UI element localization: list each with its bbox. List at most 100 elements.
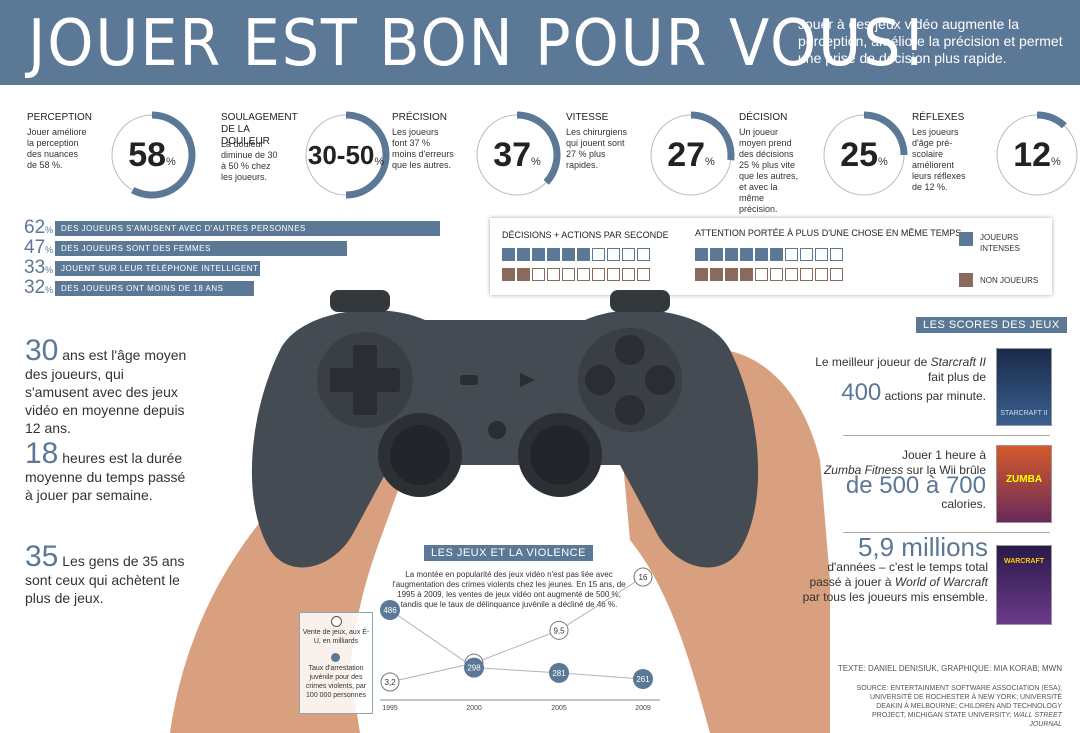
stat-text-4: Un joueur moyen prend des décisions 25 %… [739,127,799,214]
legend-intense-swatch [959,232,973,246]
stat-ring-5 [996,111,1078,196]
square-7 [607,268,620,281]
stat-unit-3: % [705,156,715,168]
dpad-horizontal [330,368,400,392]
shoulder-right [610,290,670,312]
face-button-top [615,335,645,365]
score1-game: Starcraft II [930,355,986,369]
stat-unit-1: % [374,156,385,168]
square-0 [695,248,708,261]
left-fact-text-0: ans est l'âge moyen des joueurs, qui s'a… [25,347,187,436]
credits-line2: SOURCE: ENTERTAINMENT SOFTWARE ASSOCIATI… [850,684,1062,729]
sales-point-0 [380,672,400,692]
arrest-line [389,609,644,680]
credits-line1: TEXTE: DANIEL DENISIUK, GRAPHIQUE: MIA K… [837,664,1062,673]
square-5 [770,248,783,261]
square-3 [547,268,560,281]
x-tick-2: 2005 [551,705,567,712]
page-subtitle: Jouer à des jeux vidéo augmente la perce… [798,16,1063,66]
header-banner: JOUER EST BON POUR VOUS! Jouer à des jeu… [0,0,1080,85]
arrest-label-1: 298 [467,664,481,673]
score2-game: Zumba Fitness [823,463,904,477]
stat-ring-2 [476,111,561,196]
x-tick-1: 2000 [466,705,482,712]
square-1 [517,268,530,281]
stat-ring-1 [305,111,390,199]
analog-button [488,421,506,439]
square-8 [622,268,635,281]
score1-pre: Le meilleur joueur de [815,355,928,369]
square-0 [695,268,708,281]
ring-arc-1 [345,111,390,199]
square-5 [577,248,590,261]
starcraft-cover-title: STARCRAFT II [1000,410,1048,417]
legend-non-label: NON JOUEURS [980,276,1039,285]
sales-label-3: 16 [639,573,648,582]
arrest-label-3: 261 [636,675,650,684]
sales-label-0: 3,2 [384,678,396,687]
sales-point-2 [549,620,569,640]
ring-arc-2 [516,111,561,185]
legend-arrest-marker [331,653,340,662]
legend-intense-label: JOUEURS INTENSES [980,233,1021,253]
square-5 [770,268,783,281]
stat-text-3: Les chirurgiens qui jouent sont 27 % plu… [566,127,628,170]
select-button [460,375,478,385]
start-button [520,373,535,387]
stat-number-0: 58 [128,135,167,174]
bar-pct-unit-1: % [45,245,54,255]
sales-label-2: 9,5 [553,626,565,635]
square-6 [785,268,798,281]
score2-num: de 500 à 700 [845,472,986,499]
comparison-box: DÉCISIONS + ACTIONS PAR SECONDE ATTENTIO… [490,218,1052,295]
zumba-cover: ZUMBA [996,445,1052,523]
arrest-point-3 [633,669,653,689]
left-fact-num-0: 30 [25,334,59,367]
bar-pct-0: 62% [24,218,53,240]
square-3 [547,248,560,261]
stat-value-5: 12% [992,110,1080,200]
stat-number-4: 25 [840,135,879,174]
stat-unit-2: % [531,156,541,168]
face-button-bottom [615,395,645,425]
square-3 [740,248,753,261]
left-fact-1: 18 heures est la durée moyenne du temps … [25,437,190,504]
bar-pct-3: 32% [24,278,53,300]
score-item-3: 5,9 millions d'années – c'est le temps t… [800,534,988,605]
stat-head-2: PRÉCISION [392,112,448,123]
arrest-label-2: 281 [552,669,566,678]
ring-arc-4 [863,111,908,156]
bar-0: DES JOUEURS S'AMUSENT AVEC D'AUTRES PERS… [55,221,440,236]
stat-head-4: DÉCISION [739,112,788,123]
square-4 [755,248,768,261]
stat-head-3: VITESSE [566,112,609,123]
left-fact-num-1: 18 [25,437,59,470]
stat-value-3: 27% [646,110,736,200]
bar-pct-unit-0: % [45,225,54,235]
legend-arrest-text: Taux d'arrestation juvénile pour des cri… [305,665,367,699]
score3-post: par tous les joueurs mis ensemble. [802,590,988,604]
square-4 [562,268,575,281]
face-button-right [645,365,675,395]
bar-pct-unit-2: % [45,265,54,275]
square-8 [815,268,828,281]
square-2 [532,248,545,261]
stat-text-0: Jouer améliore la perception des nuances… [27,127,87,170]
square-9 [830,248,843,261]
bar-pct-1: 47% [24,238,53,260]
bar-1: DES JOUEURS SONT DES FEMMES [55,241,347,256]
score2-post: calories. [941,497,986,511]
score-item-1: Le meilleur joueur de Starcraft II fait … [800,355,986,405]
arrest-point-0 [380,600,400,620]
arrest-point-2 [549,662,569,683]
page-title: JOUER EST BON POUR VOUS! [28,7,928,81]
stat-text-1: La douleur diminue de 30 à 50 % chez les… [221,139,278,182]
stat-value-2: 37% [472,110,562,200]
stat-number-3: 27 [667,135,706,174]
stat-text-2: Les joueurs font 37 % moins d'erreurs qu… [392,127,454,170]
controller-body [251,310,759,568]
square-7 [607,248,620,261]
ring-arc-0 [131,111,196,199]
legend-sales-marker [331,616,342,627]
